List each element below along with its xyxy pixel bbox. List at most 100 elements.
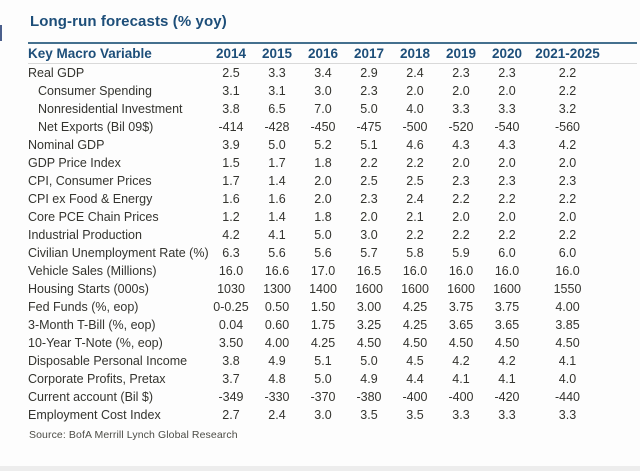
value-cell: -560 xyxy=(554,120,581,134)
value-cell: -475 xyxy=(356,120,382,134)
value-cell: -370 xyxy=(310,390,336,404)
value-cell: 4.50 xyxy=(555,336,580,350)
value-cell: 3.9 xyxy=(222,138,240,152)
value-cell: 5.0 xyxy=(268,138,286,152)
value-cell: 3.2 xyxy=(558,102,577,116)
value-cell: 4.25 xyxy=(402,318,428,332)
table-row: Nominal GDP 3.9 5.0 5.2 5.1 4.6 4.3 4.3 4.2 xyxy=(28,136,637,154)
table-body: Real GDP 2.5 3.3 3.4 2.9 2.4 2.3 2.3 2.2 Consumer… xyxy=(28,64,637,425)
value-cell: 4.50 xyxy=(402,336,428,350)
value-cell: 2.7 xyxy=(222,408,240,422)
table-row: Fed Funds (%, eop) 0-0.25 0.50 1.50 3.00 4.25… xyxy=(28,298,637,316)
value-cell: 7.0 xyxy=(314,102,332,116)
value-cell: 2.3 xyxy=(498,174,516,188)
value-cell: 4.00 xyxy=(264,336,290,350)
value-cell: 2.2 xyxy=(558,228,577,242)
value-cell: 2.2 xyxy=(498,228,516,242)
value-cell: 3.8 xyxy=(222,354,240,368)
value-cell: 4.50 xyxy=(356,336,382,350)
value-cell: 2.4 xyxy=(406,192,424,206)
value-cell: 16.5 xyxy=(356,264,382,278)
value-cell: 1.8 xyxy=(314,156,332,170)
value-cell: 4.25 xyxy=(402,300,428,314)
value-cell: 1600 xyxy=(401,282,429,296)
table-header: Key Macro Variable 2014 2015 2016 2017 2018 20… xyxy=(28,44,637,64)
value-cell: 3.3 xyxy=(498,102,516,116)
table-row: Consumer Spending 3.1 3.1 3.0 2.3 2.0 2.0 2.0 2.… xyxy=(28,82,637,100)
value-cell: 2.0 xyxy=(314,192,332,206)
value-cell: -540 xyxy=(494,120,520,134)
value-cell: 4.4 xyxy=(406,372,424,386)
value-cell: 2.5 xyxy=(406,174,424,188)
value-cell: 3.1 xyxy=(222,84,240,98)
value-cell: 2.4 xyxy=(268,408,286,422)
value-cell: 2.2 xyxy=(452,228,470,242)
value-cell: -330 xyxy=(264,390,290,404)
row-label: Nominal GDP xyxy=(28,138,105,152)
value-cell: 4.2 xyxy=(558,138,577,152)
value-cell: 0.50 xyxy=(264,300,290,314)
value-cell: 5.1 xyxy=(360,138,378,152)
value-cell: 2.3 xyxy=(360,192,378,206)
value-cell: 0-0.25 xyxy=(213,300,249,314)
value-cell: 0.60 xyxy=(264,318,290,332)
value-cell: 2.2 xyxy=(558,192,577,206)
table-row: Civilian Unemployment Rate (%) 6.3 5.6 5.6 5… xyxy=(28,244,637,262)
value-cell: 6.0 xyxy=(558,246,577,260)
header-year-column: 2020 xyxy=(484,44,530,64)
value-cell: 2.0 xyxy=(452,84,470,98)
value-cell: 2.2 xyxy=(406,156,424,170)
value-cell: 3.1 xyxy=(268,84,286,98)
value-cell: 0.04 xyxy=(218,318,244,332)
value-cell: 2.9 xyxy=(360,66,378,80)
value-cell: 3.65 xyxy=(494,318,520,332)
value-cell: 4.2 xyxy=(498,354,516,368)
header-year-column: 2018 xyxy=(392,44,438,64)
value-cell: 4.1 xyxy=(452,372,470,386)
value-cell: 2.0 xyxy=(498,84,516,98)
value-cell: 2.1 xyxy=(406,210,424,224)
title-divider xyxy=(28,31,637,44)
value-cell: 4.3 xyxy=(498,138,516,152)
value-cell: 1600 xyxy=(355,282,383,296)
value-cell: 2.0 xyxy=(406,84,424,98)
header-year-column: 2019 xyxy=(438,44,484,64)
row-label: Housing Starts (000s) xyxy=(28,282,149,296)
value-cell: -380 xyxy=(356,390,382,404)
value-cell: 4.9 xyxy=(360,372,378,386)
value-cell: 2.2 xyxy=(452,192,470,206)
forecast-table-section: Long-run forecasts (% yoy) Key Macro Var… xyxy=(28,13,637,441)
row-label: Current account (Bil $) xyxy=(28,390,154,404)
value-cell: -450 xyxy=(310,120,336,134)
left-edge-mark xyxy=(0,25,2,41)
value-cell: 2.3 xyxy=(452,66,470,80)
table-row: Current account (Bil $) -349 -330 -370 -380 -… xyxy=(28,388,637,406)
value-cell: 1.8 xyxy=(314,210,332,224)
value-cell: 3.65 xyxy=(448,318,474,332)
value-cell: -440 xyxy=(554,390,581,404)
value-cell: 1.2 xyxy=(222,210,240,224)
value-cell: 2.2 xyxy=(406,228,424,242)
row-label: Disposable Personal Income xyxy=(28,354,188,368)
value-cell: 4.2 xyxy=(222,228,240,242)
value-cell: 3.5 xyxy=(406,408,424,422)
value-cell: 4.8 xyxy=(268,372,286,386)
value-cell: 5.0 xyxy=(314,372,332,386)
table-row: CPI ex Food & Energy 1.6 1.6 2.0 2.3 2.4 2.2 2.… xyxy=(28,190,637,208)
value-cell: 5.7 xyxy=(360,246,378,260)
value-cell: 5.0 xyxy=(314,228,332,242)
value-cell: 17.0 xyxy=(310,264,336,278)
header-year-column: 2015 xyxy=(254,44,300,64)
value-cell: 2.3 xyxy=(452,174,470,188)
value-cell: 3.3 xyxy=(452,408,470,422)
value-cell: 1550 xyxy=(553,282,582,296)
value-cell: 5.0 xyxy=(360,354,378,368)
value-cell: 6.5 xyxy=(268,102,286,116)
value-cell: 16.0 xyxy=(218,264,244,278)
value-cell: 1300 xyxy=(263,282,291,296)
value-cell: 2.0 xyxy=(498,156,516,170)
row-label: Consumer Spending xyxy=(38,84,152,98)
value-cell: 5.9 xyxy=(452,246,470,260)
value-cell: 1030 xyxy=(217,282,245,296)
value-cell: 5.6 xyxy=(268,246,286,260)
